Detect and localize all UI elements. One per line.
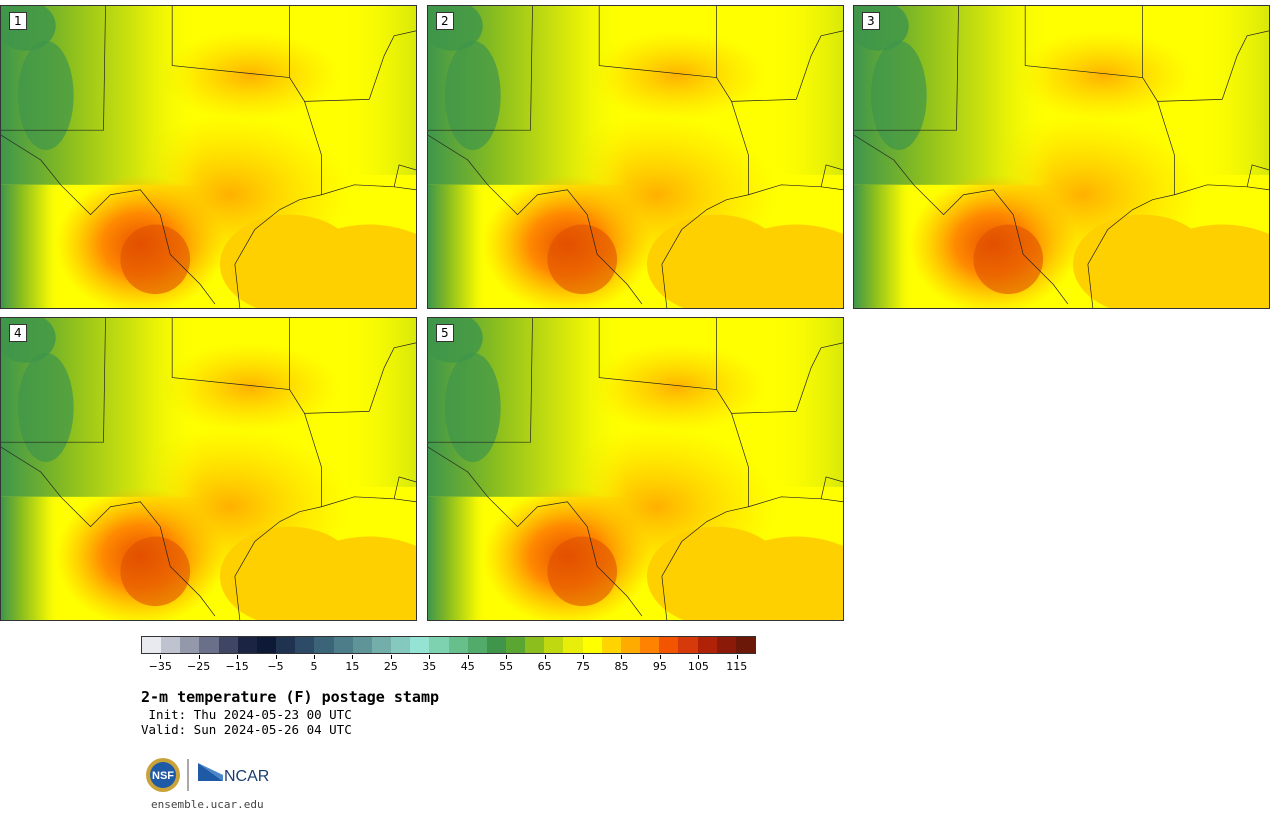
colorbar-tick-label: −5	[267, 660, 284, 673]
colorbar-segment	[601, 637, 621, 653]
colorbar-segment	[735, 637, 755, 653]
colorbar-tick	[736, 655, 738, 659]
svg-text:NCAR: NCAR	[224, 768, 269, 785]
colorbar-tick-label: −15	[225, 660, 249, 673]
colorbar-ticks: −35 −25 −15 −5 5 15 25 35 45 55 65 75 85 95 105 115	[141, 655, 756, 675]
postage-stamp-panel-2: 2	[427, 5, 844, 309]
colorbar-tick	[621, 655, 623, 659]
colorbar-segment	[314, 637, 334, 653]
colorbar-tick	[160, 655, 162, 659]
colorbar-segment	[276, 637, 296, 653]
colorbar-segment	[659, 637, 679, 653]
colorbar-tick	[313, 655, 315, 659]
colorbar-segment	[525, 637, 545, 653]
nsf-logo: NSF	[146, 758, 180, 792]
colorbar-segment	[716, 637, 736, 653]
colorbar-tick-label: 85	[614, 660, 629, 673]
colorbar-segment	[256, 637, 277, 653]
temperature-map	[854, 6, 1269, 308]
colorbar-segment	[180, 637, 200, 653]
temperature-map	[428, 318, 843, 620]
colorbar-segment	[582, 637, 602, 653]
colorbar-segment	[391, 637, 411, 653]
postage-stamp-panel-5: 5	[427, 317, 844, 621]
colorbar-tick-label: 105	[687, 660, 709, 673]
init-time: Init: Thu 2024-05-23 00 UTC	[141, 707, 352, 722]
svg-text:NSF: NSF	[152, 770, 174, 782]
colorbar-tick-label: 15	[345, 660, 360, 673]
colorbar-segment	[333, 637, 353, 653]
colorbar-tick	[467, 655, 469, 659]
postage-stamp-panel-1: 1	[0, 5, 417, 309]
colorbar-tick	[237, 655, 239, 659]
ncar-logo: NCAR	[198, 763, 269, 785]
colorbar-segment	[199, 637, 219, 653]
colorbar-segment	[697, 637, 717, 653]
colorbar-segment	[142, 637, 162, 653]
colorbar-tick-label: 115	[726, 660, 748, 673]
colorbar-segment	[544, 637, 564, 653]
colorbar-tick	[198, 655, 200, 659]
colorbar-segment	[467, 637, 487, 653]
colorbar-segment	[352, 637, 372, 653]
colorbar-segment	[486, 637, 506, 653]
colorbar-tick	[429, 655, 431, 659]
panel-number: 4	[9, 324, 27, 342]
panel-number: 3	[862, 12, 880, 30]
colorbar-segment	[429, 637, 449, 653]
colorbar-tick-label: −25	[187, 660, 211, 673]
temperature-map	[428, 6, 843, 308]
colorbar-tick	[390, 655, 392, 659]
colorbar-tick-label: 5	[310, 660, 318, 673]
site-url: ensemble.ucar.edu	[151, 798, 264, 811]
panel-number: 1	[9, 12, 27, 30]
colorbar-tick	[352, 655, 354, 659]
colorbar-tick-label: 95	[652, 660, 667, 673]
postage-stamp-panel-3: 3	[853, 5, 1270, 309]
colorbar-segment	[563, 637, 583, 653]
colorbar-tick-label: 55	[499, 660, 514, 673]
logos: NSF NCAR	[145, 757, 285, 793]
colorbar-segment	[237, 637, 257, 653]
colorbar-tick	[659, 655, 661, 659]
colorbar-segment	[410, 637, 430, 653]
colorbar-tick	[544, 655, 546, 659]
figure-title: 2-m temperature (F) postage stamp	[141, 688, 440, 706]
temperature-map	[1, 318, 416, 620]
colorbar-segment	[448, 637, 468, 653]
colorbar-tick-label: −35	[148, 660, 172, 673]
colorbar-segment	[371, 637, 392, 653]
colorbar-segment	[678, 637, 698, 653]
temperature-map	[1, 6, 416, 308]
panel-number: 5	[436, 324, 454, 342]
panel-number: 2	[436, 12, 454, 30]
temperature-colorbar	[141, 636, 756, 654]
colorbar-tick	[275, 655, 277, 659]
colorbar-tick-label: 65	[537, 660, 552, 673]
colorbar-segment	[640, 637, 660, 653]
colorbar-segment	[218, 637, 238, 653]
postage-stamp-panel-4: 4	[0, 317, 417, 621]
colorbar-segment	[505, 637, 526, 653]
colorbar-tick	[506, 655, 508, 659]
colorbar-tick-label: 75	[576, 660, 591, 673]
valid-time: Valid: Sun 2024-05-26 04 UTC	[141, 722, 352, 737]
colorbar-tick-label: 35	[422, 660, 437, 673]
colorbar-tick	[583, 655, 585, 659]
colorbar-segment	[620, 637, 641, 653]
colorbar-tick	[698, 655, 700, 659]
colorbar-segment	[161, 637, 181, 653]
colorbar-segment	[295, 637, 315, 653]
colorbar-tick-label: 25	[383, 660, 398, 673]
colorbar-tick-label: 45	[460, 660, 475, 673]
